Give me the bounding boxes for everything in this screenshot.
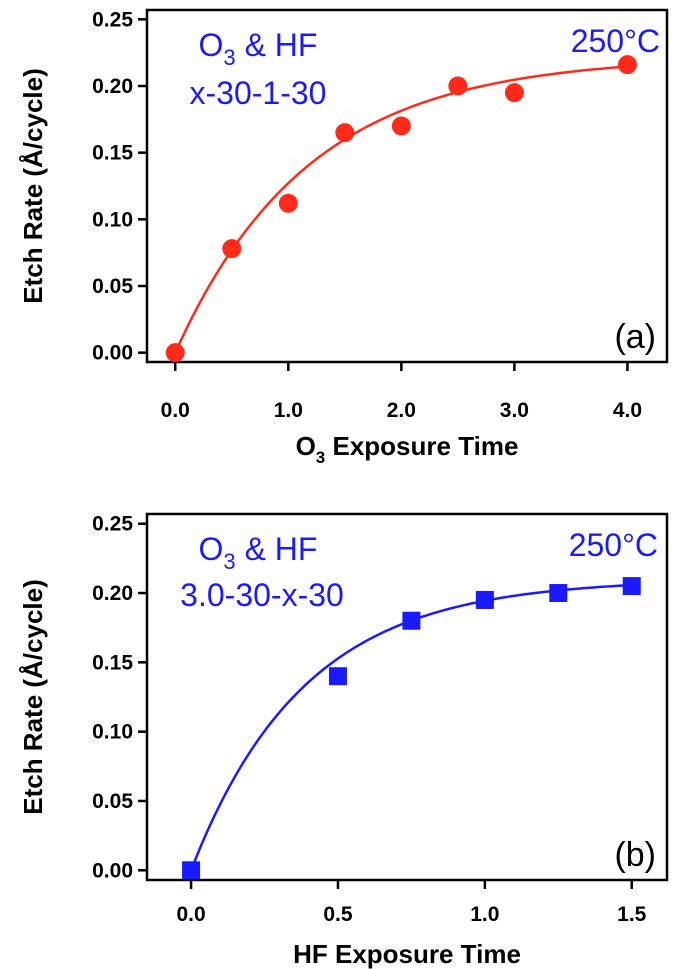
x-tick-label-b: 1.5: [617, 903, 647, 926]
plot-frame-b: [145, 512, 669, 882]
y-tick-label-a: 0.25: [92, 8, 133, 31]
y-tick-label-b: 0.05: [92, 790, 133, 813]
annotation-b-line1-main: O: [199, 531, 224, 567]
fit-curve-a: [174, 65, 628, 354]
data-point-a: [222, 239, 242, 259]
x-axis-label-a-sub: 3: [316, 448, 325, 467]
annotation-a-line1-rest: & HF: [236, 27, 318, 63]
data-point-a: [278, 193, 298, 213]
x-tick-label-b: 1.0: [470, 903, 499, 926]
data-point-a: [617, 55, 637, 75]
y-axis-label-a: Etch Rate (Å/cycle): [18, 68, 48, 304]
data-point-a: [391, 116, 411, 136]
data-point-a: [165, 343, 185, 363]
annotation-a-line1-main: O: [199, 27, 224, 63]
x-ticks-b: 0.0 0.5 1.0 1.5: [176, 880, 647, 926]
y-tick-label-a: 0.00: [92, 342, 133, 365]
x-axis-label-b: HF Exposure Time: [293, 939, 521, 969]
annotation-a-line2: x-30-1-30: [190, 75, 327, 111]
x-tick-label-a: 3.0: [500, 399, 529, 422]
data-point-b: [475, 590, 494, 609]
y-tick-label-a: 0.20: [92, 75, 133, 98]
y-tick-label-b: 0.20: [92, 582, 133, 605]
panel-label-b: (b): [614, 836, 656, 874]
data-point-b: [402, 611, 421, 630]
x-tick-label-a: 0.0: [161, 399, 190, 422]
y-tick-label-b: 0.15: [92, 651, 133, 674]
data-point-a: [504, 83, 524, 103]
data-point-a: [335, 123, 355, 143]
y-ticks-a: 0.00 0.05 0.10 0.15 0.20 0.25: [92, 8, 147, 365]
y-tick-label-a: 0.10: [92, 208, 133, 231]
data-points-b: [182, 577, 641, 880]
annotation-b-line1: O3 & HF: [199, 531, 318, 574]
x-axis-label-a: O3 Exposure Time: [296, 431, 519, 467]
x-ticks-a: 0.0 1.0 2.0 3.0 4.0: [161, 362, 642, 422]
data-points-a: [165, 55, 637, 363]
x-axis-label-a-rest: Exposure Time: [325, 431, 518, 461]
y-ticks-b: 0.00 0.05 0.10 0.15 0.20 0.25: [92, 513, 147, 882]
panel-b: 0.00 0.05 0.10 0.15 0.20 0.25 0.0 0.5 1.0 1.5 Et…: [18, 512, 669, 969]
x-tick-label-b: 0.0: [176, 903, 205, 926]
x-tick-label-b: 0.5: [323, 903, 353, 926]
annotation-a-line1-sub: 3: [223, 45, 235, 70]
panel-label-a: (a): [614, 318, 656, 356]
y-tick-label-b: 0.10: [92, 721, 133, 744]
annotation-a-line1: O3 & HF: [199, 27, 318, 70]
x-axis-label-a-main: O: [296, 431, 316, 461]
y-tick-label-a: 0.05: [92, 275, 133, 298]
data-point-b: [622, 577, 641, 596]
y-tick-label-a: 0.15: [92, 142, 133, 165]
annotation-b-line2: 3.0-30-x-30: [180, 577, 344, 613]
annotation-b-temp: 250°C: [569, 527, 658, 563]
data-point-a: [448, 76, 468, 96]
annotation-b-line1-sub: 3: [223, 549, 235, 574]
plot-frame-a: [145, 8, 669, 364]
x-tick-label-a: 1.0: [274, 399, 303, 422]
data-point-b: [549, 584, 568, 603]
x-tick-label-a: 2.0: [387, 399, 416, 422]
annotation-b-line1-rest: & HF: [236, 531, 318, 567]
x-tick-label-a: 4.0: [613, 399, 642, 422]
y-tick-label-b: 0.25: [92, 513, 133, 536]
data-point-b: [328, 667, 347, 686]
data-point-b: [182, 861, 201, 880]
panel-a: 0.00 0.05 0.10 0.15 0.20 0.25 0.0 1.0 2.0 3.0 4.0…: [18, 8, 669, 467]
y-axis-label-b: Etch Rate (Å/cycle): [18, 579, 48, 815]
y-tick-label-b: 0.00: [92, 859, 133, 882]
annotation-a-temp: 250°C: [571, 23, 660, 59]
